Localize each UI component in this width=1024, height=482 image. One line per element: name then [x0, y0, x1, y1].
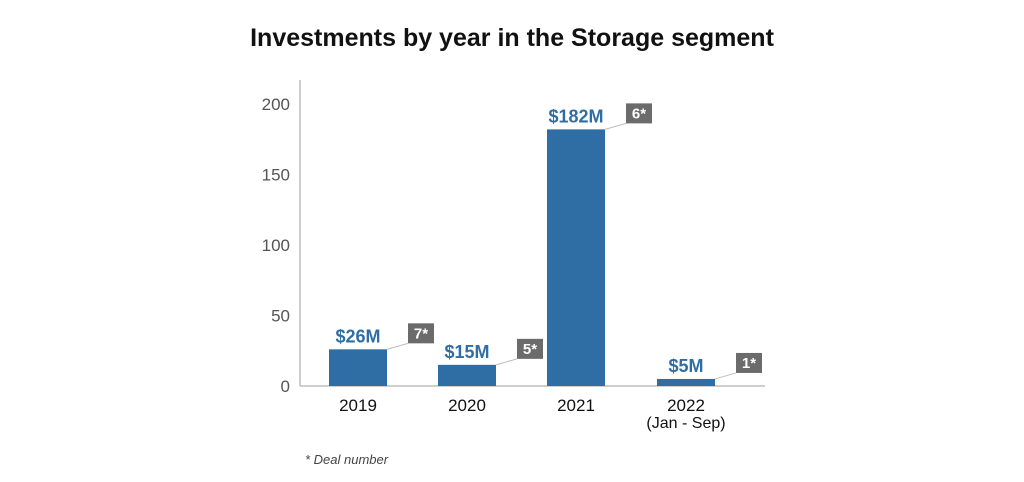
deal-leader-line	[495, 358, 518, 366]
deal-leader-line	[714, 372, 737, 380]
bar-value-label: $182M	[548, 106, 603, 126]
x-tick-label: 2021	[557, 396, 595, 415]
deal-badge-label: 7*	[414, 325, 428, 342]
x-tick-label: 2020	[448, 396, 486, 415]
bar	[547, 129, 605, 386]
deal-badge	[736, 352, 762, 373]
y-tick-label: 100	[262, 236, 290, 255]
deal-leader-line	[386, 342, 409, 350]
deal-badge	[408, 323, 434, 344]
bar-value-label: $15M	[444, 342, 489, 362]
deal-badge-label: 6*	[632, 105, 646, 122]
chart-title: Investments by year in the Storage segme…	[250, 24, 774, 52]
x-tick-sublabel: (Jan - Sep)	[646, 415, 725, 432]
footnote: * Deal number	[305, 452, 389, 467]
deal-badge	[517, 338, 543, 359]
x-tick-label: 2019	[339, 396, 377, 415]
bar-value-label: $26M	[335, 326, 380, 346]
y-tick-label: 50	[271, 307, 290, 326]
deal-leader-line	[604, 122, 627, 130]
deal-badge-label: 5*	[523, 341, 537, 358]
y-tick-label: 200	[262, 95, 290, 114]
deal-badge	[626, 103, 652, 124]
y-tick-label: 0	[281, 377, 290, 396]
deal-badge-label: 1*	[742, 355, 756, 372]
bar	[438, 364, 496, 386]
x-tick-label: 2022	[667, 396, 705, 415]
y-tick-label: 150	[262, 166, 290, 185]
bar	[657, 378, 715, 386]
bar-value-label: $5M	[668, 356, 703, 376]
bar	[329, 349, 387, 386]
